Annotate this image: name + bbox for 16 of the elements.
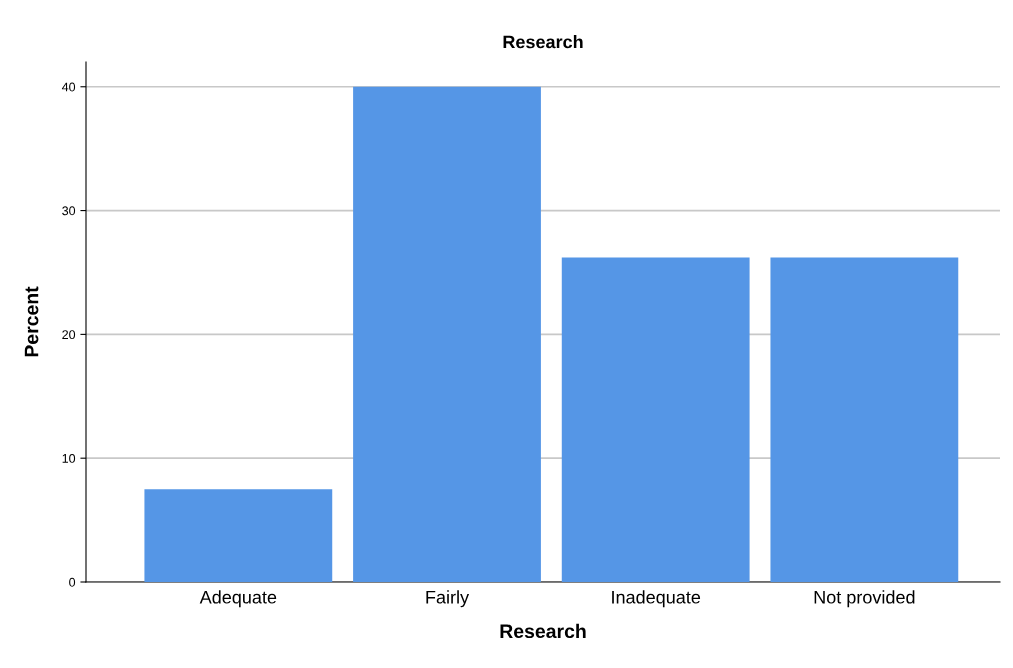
x-axis-title: Research bbox=[500, 623, 586, 639]
bar bbox=[770, 257, 959, 582]
x-tick-label: Not provided bbox=[814, 590, 915, 608]
bar bbox=[561, 257, 750, 582]
y-tick-label: 0 bbox=[69, 577, 76, 587]
y-tick-label: 30 bbox=[62, 206, 76, 216]
x-tick-label: Inadequate bbox=[612, 590, 701, 608]
x-tick-label: Fairly bbox=[426, 590, 470, 608]
bar bbox=[144, 489, 333, 582]
bar bbox=[353, 86, 541, 582]
y-tick-label: 10 bbox=[62, 453, 76, 463]
y-axis-title: Percent bbox=[24, 286, 39, 357]
chart-title: Research bbox=[503, 35, 583, 49]
y-tick-label: 40 bbox=[61, 82, 76, 92]
x-tick-label: Adequate bbox=[199, 590, 277, 608]
y-tick-label: 20 bbox=[62, 330, 76, 340]
